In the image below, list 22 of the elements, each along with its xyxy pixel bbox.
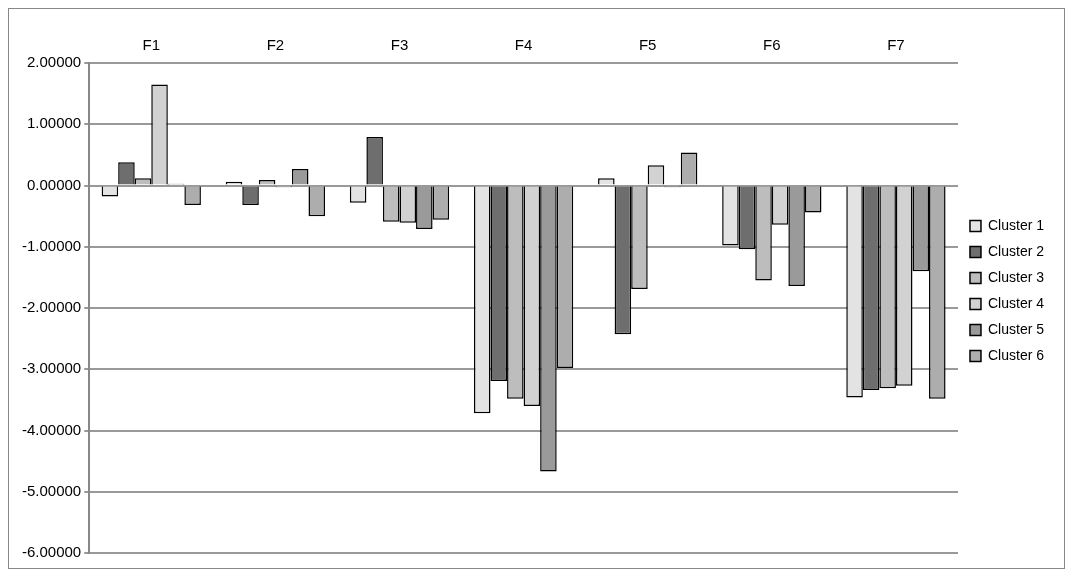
y-tick-label: 1.00000 [26,114,82,132]
y-tick-label: -6.00000 [22,543,82,561]
x-tick-label: F6 [763,36,781,54]
y-tick-label: -1.00000 [22,236,82,254]
x-tick-label: F4 [514,36,533,54]
y-tick-label: -4.00000 [22,420,82,438]
legend-label: Cluster 4 [987,294,1045,311]
x-tick-label: F1 [142,36,161,54]
legend-label: Cluster 1 [987,216,1045,233]
x-tick-label: F3 [390,36,409,54]
y-tick-label: 0.00000 [26,175,82,193]
y-tick-label: -5.00000 [22,481,82,499]
y-tick-label: -2.00000 [22,298,82,316]
x-tick-label: F2 [266,36,285,54]
y-tick-label: -3.00000 [22,359,82,377]
legend-label: Cluster 6 [987,346,1045,363]
y-tick-label: 2.00000 [26,53,82,71]
x-tick-label: F5 [638,36,657,54]
legend-label: Cluster 3 [987,268,1045,285]
legend-label: Cluster 2 [987,242,1045,259]
x-tick-label: F7 [887,36,905,54]
legend-label: Cluster 5 [987,320,1045,337]
